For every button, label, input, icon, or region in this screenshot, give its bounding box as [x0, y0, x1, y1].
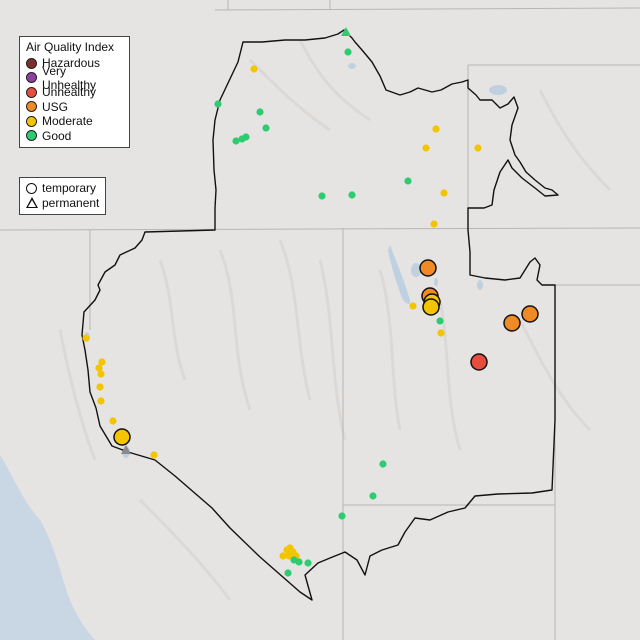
legend-label: Good [42, 128, 72, 143]
permanent-monitor-marker[interactable] [98, 358, 106, 366]
moderate-swatch [26, 115, 37, 127]
legend-label: Unhealthy [42, 85, 97, 100]
temporary-monitor-marker[interactable] [503, 314, 521, 332]
permanent-monitor-marker[interactable] [97, 397, 105, 405]
temporary-monitor-marker[interactable] [422, 298, 440, 316]
permanent-monitor-marker[interactable] [338, 512, 346, 520]
permanent-monitor-marker[interactable] [232, 137, 240, 145]
legend-item-hazardous: Hazardous [26, 56, 123, 71]
permanent-monitor-marker[interactable] [242, 133, 250, 141]
temporary-monitor-marker[interactable] [419, 259, 437, 277]
permanent-monitor-marker[interactable] [409, 302, 417, 310]
great-salt-lake [388, 245, 411, 304]
good-swatch [26, 130, 37, 142]
permanent-monitor-marker[interactable] [344, 48, 352, 56]
ocean [0, 455, 95, 640]
unhealthy-swatch [26, 86, 37, 98]
lake [411, 263, 421, 277]
permanent-monitor-marker[interactable] [285, 552, 293, 560]
temporary-monitor-marker[interactable] [113, 428, 131, 446]
permanent-monitor-marker[interactable] [295, 558, 303, 566]
legend-item-good: Good [26, 129, 123, 144]
permanent-monitor-marker[interactable] [430, 220, 438, 228]
permanent-monitor-marker[interactable] [279, 552, 287, 560]
legend-label: temporary [42, 181, 97, 196]
legend-item-usg: USG [26, 100, 123, 115]
legend-item-temporary: temporary [26, 181, 99, 196]
permanent-monitor-marker[interactable] [150, 451, 158, 459]
permanent-monitor-marker[interactable] [379, 460, 387, 468]
permanent-monitor-marker[interactable] [214, 100, 222, 108]
lake [434, 278, 438, 286]
legend-label: permanent [42, 195, 100, 210]
legend-label: Hazardous [42, 56, 101, 71]
sites-layer [82, 27, 539, 577]
permanent-monitor-marker[interactable] [436, 317, 444, 325]
terrain-shading [58, 39, 612, 601]
permanent-monitor-marker[interactable] [440, 189, 448, 197]
lake [477, 280, 483, 290]
legend-item-very-unhealthy: Very Unhealthy [26, 64, 123, 92]
permanent-monitor-marker[interactable] [256, 108, 264, 116]
lake [348, 63, 356, 69]
legend-label: Very Unhealthy [42, 63, 97, 92]
permanent-monitor-marker[interactable] [262, 124, 270, 132]
region-outline [81, 29, 559, 601]
very-unhealthy-swatch [26, 72, 37, 84]
permanent-monitor-marker[interactable] [96, 383, 104, 391]
permanent-monitor-marker[interactable] [432, 125, 440, 133]
legend-item-moderate: Moderate [26, 114, 123, 129]
temporary-monitor-marker[interactable] [470, 353, 488, 371]
permanent-monitor-marker[interactable] [82, 334, 90, 342]
usg-swatch [26, 101, 37, 113]
permanent-monitor-marker[interactable] [474, 144, 482, 152]
legend-item-permanent: permanent [26, 196, 99, 211]
permanent-monitor-marker[interactable] [304, 559, 312, 567]
permanent-monitor-marker[interactable] [318, 192, 326, 200]
legend-title: Air Quality Index [26, 40, 115, 54]
hazardous-swatch [26, 57, 37, 69]
permanent-monitor-marker[interactable] [109, 417, 117, 425]
permanent-monitor-marker[interactable] [348, 191, 356, 199]
permanent-monitor-marker[interactable] [369, 492, 377, 500]
legend-label: Moderate [42, 114, 93, 129]
permanent-monitor-marker[interactable] [422, 144, 430, 152]
aqi-legend: Air Quality Index Hazardous Very Unhealt… [19, 36, 130, 148]
permanent-triangle-marker[interactable] [121, 445, 131, 454]
temporary-monitor-marker[interactable] [521, 305, 539, 323]
permanent-monitor-marker[interactable] [284, 569, 292, 577]
legend-label: USG [42, 99, 69, 114]
lakes [84, 63, 507, 458]
legend-item-unhealthy: Unhealthy [26, 85, 123, 100]
permanent-monitor-marker[interactable] [437, 329, 445, 337]
triangle-icon [26, 197, 38, 209]
circle-icon [26, 182, 37, 194]
permanent-monitor-marker[interactable] [404, 177, 412, 185]
lake [489, 85, 507, 95]
monitor-type-legend: temporary permanent [19, 177, 106, 215]
permanent-monitor-marker[interactable] [97, 370, 105, 378]
permanent-monitor-marker[interactable] [95, 364, 103, 372]
permanent-triangle-marker[interactable] [341, 27, 351, 36]
permanent-monitor-marker[interactable] [250, 65, 258, 73]
